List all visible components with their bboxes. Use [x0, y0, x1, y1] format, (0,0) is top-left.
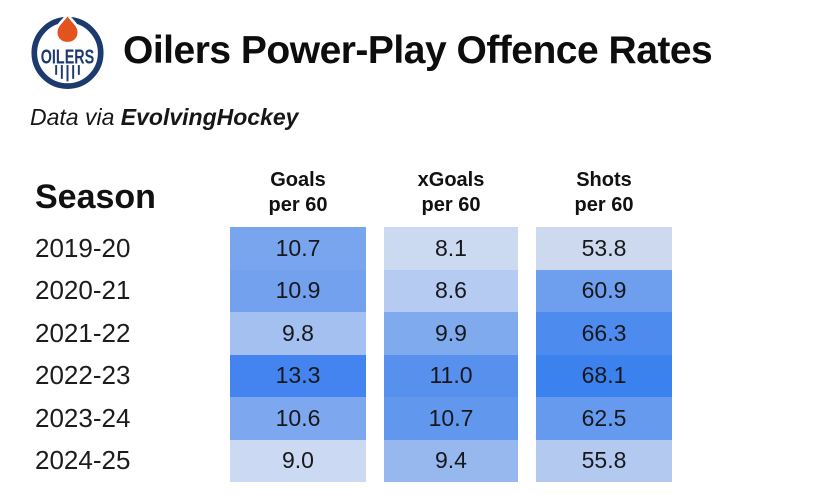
heatmap-cell-xgoals: 9.4: [384, 439, 518, 482]
heatmap-cell-shots: 66.3: [536, 312, 672, 355]
season-label: 2021-22: [35, 317, 131, 348]
season-label: 2022-23: [35, 360, 131, 391]
page-title: Oilers Power-Play Offence Rates: [123, 28, 713, 72]
source-brand: EvolvingHockey: [120, 104, 299, 130]
goals-per-60-header: Goals per 60: [268, 169, 328, 216]
heatmap-cell-xgoals: 10.7: [384, 397, 518, 440]
season-column-header: Season: [35, 178, 156, 216]
season-label: 2024-25: [35, 445, 131, 476]
heatmap-cell-shots: 62.5: [536, 397, 672, 440]
heatmap-cell-xgoals: 8.6: [384, 269, 518, 312]
season-label: 2023-24: [35, 402, 131, 433]
xgoals-per-60-header: xGoals per 60: [417, 169, 485, 216]
heatmap-cell-goals: 10.9: [230, 269, 366, 312]
oilers-wordmark: OILERS: [41, 46, 94, 68]
heatmap-cell-goals: 13.3: [230, 354, 366, 397]
season-label: 2020-21: [35, 275, 131, 306]
heatmap-cell-goals: 10.6: [230, 397, 366, 440]
heatmap-cell-goals: 10.7: [230, 227, 366, 270]
oilers-team-logo-icon: OILERS: [31, 11, 104, 89]
heatmap-cell-xgoals: 9.9: [384, 312, 518, 355]
shots-per-60-header: Shots per 60: [574, 169, 634, 216]
power-play-heatmap-table: Season Goals per 60 xGoals per 60 Shots …: [35, 163, 672, 482]
masthead: OILERS Oilers Power-Play Offence Rates: [0, 0, 823, 91]
heatmap-cell-goals: 9.0: [230, 439, 366, 482]
oil-drip-lines: [55, 65, 80, 82]
heatmap-cell-goals: 9.8: [230, 312, 366, 355]
heatmap-cell-xgoals: 11.0: [384, 354, 518, 397]
season-label: 2019-20: [35, 232, 131, 263]
heatmap-cell-shots: 60.9: [536, 269, 672, 312]
data-source-note: Data via EvolvingHockey: [30, 104, 823, 131]
heatmap-cell-shots: 53.8: [536, 227, 672, 270]
source-prefix: Data via: [30, 104, 121, 130]
heatmap-cell-shots: 55.8: [536, 439, 672, 482]
heatmap-cell-shots: 68.1: [536, 354, 672, 397]
heatmap-cell-xgoals: 8.1: [384, 227, 518, 270]
